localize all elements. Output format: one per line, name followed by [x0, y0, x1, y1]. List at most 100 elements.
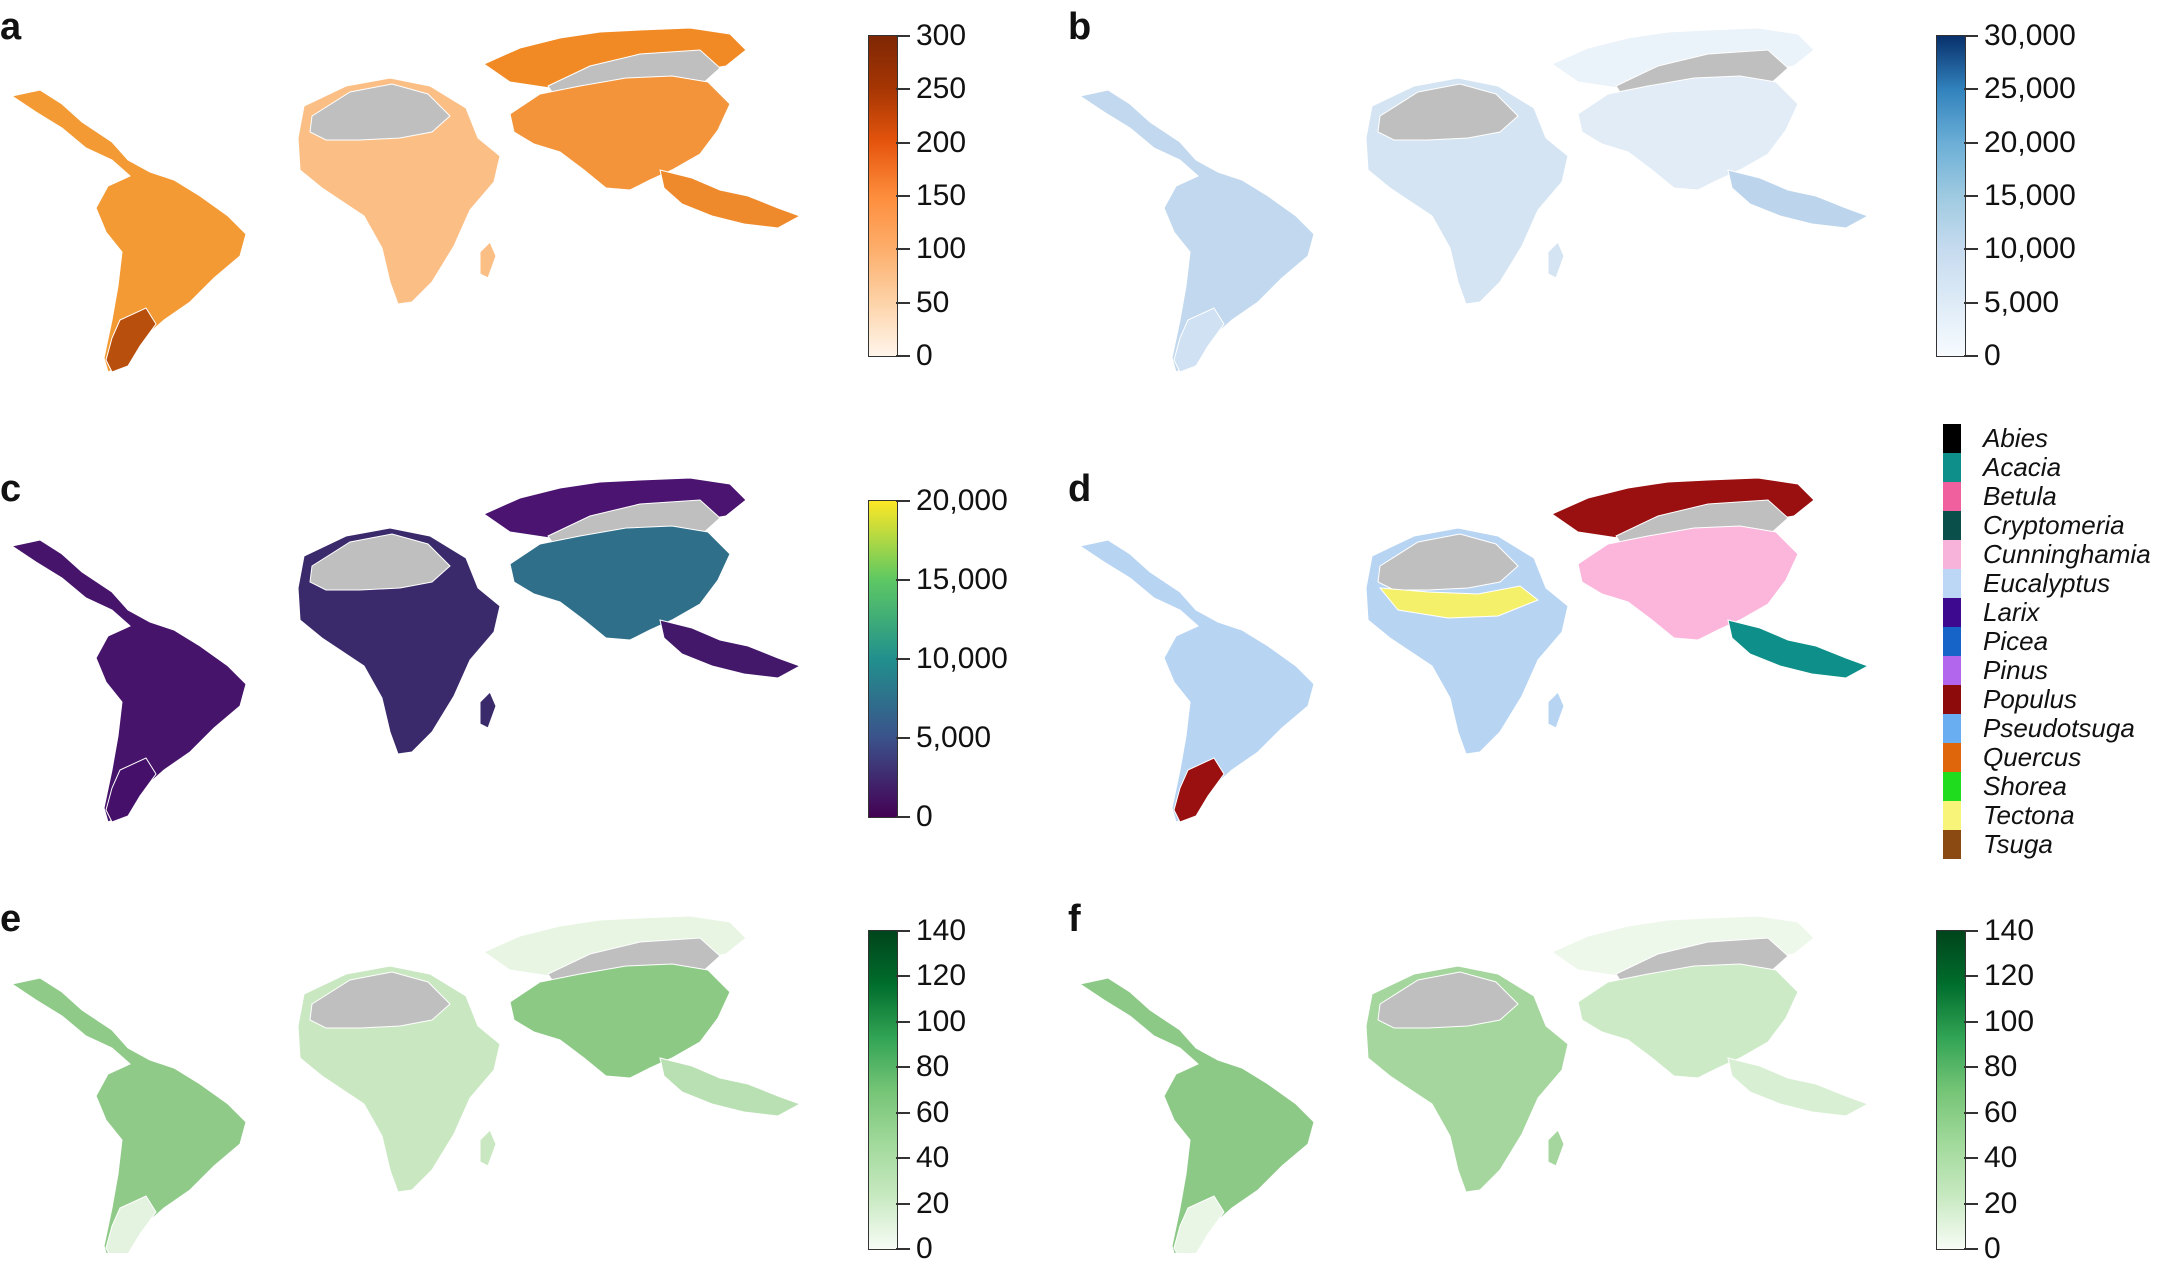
colorbar-tick-label: 140 [1984, 914, 2035, 947]
region-madagascar [1547, 241, 1565, 279]
region-sahara-nodata [1377, 83, 1519, 141]
colorbar-tick [896, 1248, 910, 1250]
colorbar-tick [1964, 88, 1978, 91]
colorbar-tick-label: 0 [916, 800, 933, 833]
region-madagascar [479, 691, 497, 729]
colorbar-tick [896, 1157, 910, 1160]
region-madagascar [1547, 691, 1565, 729]
colorbar-tick-label: 120 [1984, 959, 2035, 993]
region-maritime-southeast-asia [659, 1057, 802, 1117]
panel-d: d Abies Acacia Betula Cryptomeria Cunningham… [1068, 424, 2165, 860]
legend-label: Populus [1983, 684, 2077, 714]
region-southern-cone [1173, 757, 1225, 823]
region-maritime-southeast-asia [1727, 1057, 1870, 1117]
colorbar-tick-label: 20,000 [916, 484, 1008, 517]
region-sahara-nodata [1377, 533, 1519, 591]
colorbar-tick-label: 200 [916, 125, 967, 159]
colorbar-f [1936, 930, 1966, 1250]
map-e [10, 915, 802, 1253]
region-maritime-southeast-asia [659, 619, 802, 679]
legend-label: Eucalyptus [1983, 568, 2111, 598]
legend-label: Picea [1983, 626, 2049, 656]
colorbar-tick-label: 40 [916, 1141, 950, 1175]
panel-letter-e: e [0, 898, 22, 940]
colorbar-tick-label: 20,000 [1984, 125, 2076, 159]
region-sahara-nodata [309, 533, 451, 591]
colorbar-tick [1964, 355, 1978, 357]
colorbar-tick-label: 15,000 [916, 563, 1008, 596]
colorbar-tick-label: 140 [916, 914, 967, 947]
colorbar-tick-label: 20 [1984, 1186, 2018, 1220]
panel-letter-b: b [1068, 6, 1092, 48]
legend-label: Abies [1983, 423, 2049, 453]
colorbar-tick [1964, 35, 1978, 37]
colorbar-tick [1964, 1020, 1978, 1023]
colorbar-tick [896, 579, 910, 581]
legend-d: Abies Acacia Betula Cryptomeria Cunninghamia… [1943, 424, 2165, 864]
colorbar-tick-label: 100 [916, 1004, 967, 1038]
panel-letter-a: a [0, 6, 22, 48]
legend-label: Quercus [1983, 742, 2082, 772]
region-southern-cone [1173, 1195, 1225, 1253]
colorbar-tick-label: 100 [1984, 1004, 2035, 1038]
legend-swatch [1943, 424, 1961, 453]
colorbar-tick [896, 1020, 910, 1023]
colorbar-tick [896, 141, 910, 144]
region-south-east-asia [1577, 75, 1799, 191]
legend-swatch [1943, 772, 1961, 801]
region-maritime-southeast-asia [659, 169, 802, 229]
colorbar-tick [1964, 1248, 1978, 1250]
colorbar-tick-label: 10,000 [916, 642, 1008, 675]
colorbar-tick [1964, 301, 1978, 304]
region-south-east-asia [509, 963, 731, 1079]
colorbar-tick-label: 0 [1984, 339, 2001, 372]
legend-swatch [1943, 627, 1961, 656]
legend-swatch [1943, 511, 1961, 540]
legend-label: Tsuga [1983, 829, 2053, 859]
colorbar-tick-label: 300 [916, 19, 967, 52]
colorbar-a [868, 35, 898, 357]
colorbar-tick [896, 658, 910, 660]
panel-f: f 140 120 100 80 60 40 20 0 [1068, 900, 2165, 1265]
colorbar-c [868, 500, 898, 818]
colorbar-tick-label: 20 [916, 1186, 950, 1220]
legend-label: Pinus [1983, 655, 2049, 685]
colorbar-tick-label: 25,000 [1984, 72, 2076, 106]
legend-swatch [1943, 743, 1961, 772]
colorbar-e [868, 930, 898, 1250]
panel-b: b 30,000 25,000 20,000 15,000 10,000 5,000 0 [1068, 0, 2165, 400]
panel-letter-c: c [0, 468, 22, 510]
region-sahel [1378, 585, 1539, 619]
legend-label: Betula [1983, 481, 2057, 511]
colorbar-tick-label: 0 [916, 339, 933, 372]
colorbar-tick [1964, 1111, 1978, 1114]
colorbar-tick-label: 250 [916, 72, 967, 106]
colorbar-tick [1964, 1066, 1978, 1069]
colorbar-tick [896, 355, 910, 357]
panel-e: e 140 120 100 80 60 40 20 0 [0, 898, 1030, 1265]
region-madagascar [479, 241, 497, 279]
panel-a: a 300 250 200 150 100 50 0 [0, 0, 1030, 400]
colorbar-tick [1964, 141, 1978, 144]
legend-swatch [1943, 482, 1961, 511]
colorbar-tick [896, 301, 910, 304]
legend-swatch [1943, 656, 1961, 685]
colorbar-tick-label: 10,000 [1984, 232, 2076, 266]
colorbar-tick-label: 80 [1984, 1050, 2018, 1084]
region-south-east-asia [509, 75, 731, 191]
colorbar-tick-label: 30,000 [1984, 19, 2076, 52]
legend-label: Cryptomeria [1983, 510, 2125, 540]
legend-swatch [1943, 598, 1961, 627]
colorbar-tick-label: 60 [1984, 1095, 2018, 1129]
legend-swatch [1943, 685, 1961, 714]
map-b [1078, 27, 1870, 373]
colorbar-tick [896, 35, 910, 37]
colorbar-tick [896, 248, 910, 251]
colorbar-tick [896, 975, 910, 978]
legend-swatch [1943, 830, 1961, 859]
map-c [10, 477, 802, 823]
colorbar-tick-label: 100 [916, 232, 967, 266]
colorbar-b [1936, 35, 1966, 357]
colorbar-tick-label: 0 [916, 1232, 933, 1265]
colorbar-tick-label: 0 [1984, 1232, 2001, 1265]
